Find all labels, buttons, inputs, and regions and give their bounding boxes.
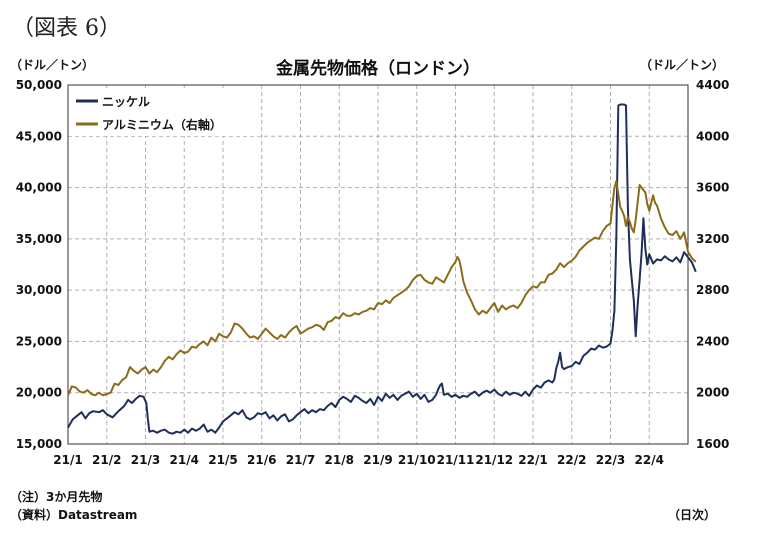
legend-label-nickel: ニッケル bbox=[102, 95, 150, 109]
figure-label: （図表 6） bbox=[12, 16, 121, 41]
left-tick-label: 35,000 bbox=[16, 232, 62, 246]
series-line-aluminium bbox=[67, 180, 697, 397]
source-note: （資料）Datastream bbox=[10, 508, 138, 522]
x-tick-label: 21/10 bbox=[398, 453, 436, 467]
left-axis: 15,000 20,000 25,000 30,000 35,000 40,000 45,0… bbox=[16, 78, 62, 451]
legend: ニッケル アルミニウム（右軸） bbox=[70, 88, 260, 136]
right-tick-label: 1600 bbox=[696, 437, 729, 451]
grid-lines bbox=[68, 85, 688, 444]
left-tick-label: 40,000 bbox=[16, 181, 62, 195]
right-tick-label: 4400 bbox=[696, 78, 729, 92]
plot-frame bbox=[67, 84, 689, 445]
x-tick-label: 21/1 bbox=[53, 453, 82, 467]
x-tick-label: 21/6 bbox=[247, 453, 276, 467]
series-line-nickel bbox=[67, 103, 697, 435]
left-tick-label: 30,000 bbox=[16, 283, 62, 297]
x-tick-label: 21/2 bbox=[92, 453, 121, 467]
series-layer bbox=[67, 103, 697, 435]
left-tick-label: 45,000 bbox=[16, 129, 62, 143]
left-unit-label: （ドル／トン） bbox=[10, 57, 94, 72]
right-tick-label: 3200 bbox=[696, 232, 729, 246]
left-tick-label: 15,000 bbox=[16, 437, 62, 451]
x-tick-label: 21/5 bbox=[208, 453, 237, 467]
x-tick-label: 22/3 bbox=[596, 453, 625, 467]
right-tick-label: 4000 bbox=[696, 129, 729, 143]
x-tick-label: 22/1 bbox=[518, 453, 547, 467]
legend-box bbox=[70, 88, 260, 136]
x-tick-label: 21/12 bbox=[475, 453, 513, 467]
right-unit-label: （ドル／トン） bbox=[640, 57, 724, 72]
x-tick-label: 21/4 bbox=[170, 453, 199, 467]
x-tick-label: 21/7 bbox=[286, 453, 315, 467]
x-tick-label: 22/4 bbox=[635, 453, 664, 467]
x-tick-label: 22/2 bbox=[557, 453, 586, 467]
x-tick-label: 21/3 bbox=[131, 453, 160, 467]
x-tick-label: 21/8 bbox=[325, 453, 354, 467]
left-tick-label: 25,000 bbox=[16, 334, 62, 348]
note-futures: （注）3か月先物 bbox=[10, 490, 103, 504]
x-tick-label: 21/11 bbox=[437, 453, 475, 467]
chart-title: 金属先物価格（ロンドン） bbox=[275, 58, 480, 79]
right-axis: 1600 2000 2400 2800 3200 3600 4000 4400 bbox=[696, 78, 729, 451]
x-tick-label: 21/9 bbox=[363, 453, 392, 467]
legend-label-aluminium: アルミニウム（右軸） bbox=[102, 117, 222, 132]
right-tick-label: 2000 bbox=[696, 386, 729, 400]
left-tick-label: 20,000 bbox=[16, 386, 62, 400]
right-tick-label: 2800 bbox=[696, 283, 729, 297]
right-tick-label: 3600 bbox=[696, 181, 729, 195]
left-tick-label: 50,000 bbox=[16, 78, 62, 92]
right-tick-label: 2400 bbox=[696, 334, 729, 348]
frequency-note: （日次） bbox=[668, 508, 717, 522]
x-axis: 21/1 21/2 21/3 21/4 21/5 21/6 21/7 21/8 21/9 21/1… bbox=[53, 453, 664, 467]
